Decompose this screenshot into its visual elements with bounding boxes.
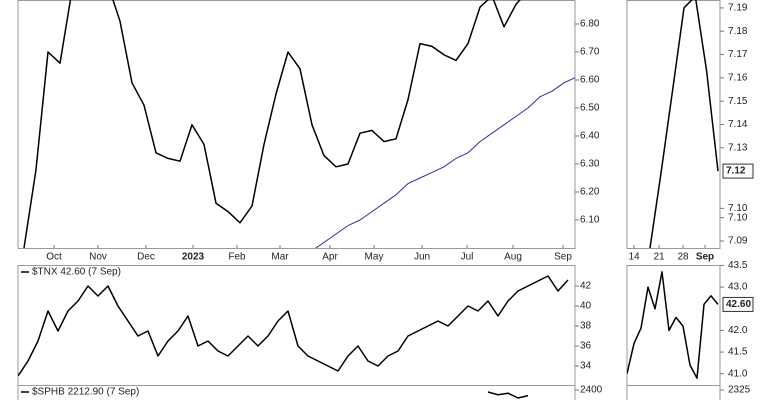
last-value-label: 7.12 [726, 166, 746, 177]
y-tick-label: 42.0 [728, 325, 748, 336]
panel-frame [626, 385, 721, 400]
y-tick-label: 7.16 [728, 72, 748, 83]
x-tick-label: Mar [271, 252, 289, 263]
y-tick-label: 6.70 [580, 47, 600, 58]
x-tick-label: 28 [677, 252, 689, 263]
y-tick-label: 36 [580, 341, 592, 352]
y-tick-label: 38 [580, 321, 592, 332]
y-tick-label: 34 [580, 361, 592, 372]
y-tick-label: 6.10 [580, 215, 600, 226]
plot-area [23, 0, 575, 248]
y-tick-label: 40 [580, 301, 592, 312]
x-tick-label: 14 [628, 252, 640, 263]
x-tick-label: 21 [653, 252, 665, 263]
y-tick-label: 6.20 [580, 187, 600, 198]
y-tick-label: 7.17 [728, 49, 748, 60]
plot-area [649, 0, 719, 248]
legend-label: $TNX 42.60 (7 Sep) [32, 267, 121, 278]
y-tick-label: 7.15 [728, 96, 748, 107]
x-tick-label: May [365, 252, 384, 263]
y-tick-label: 43.5 [728, 260, 748, 271]
x-tick-label: Sep [696, 252, 714, 263]
y-tick-label: 2325 [728, 385, 751, 396]
y-tick-label: 6.50 [580, 103, 600, 114]
y-tick-label: 2400 [580, 385, 603, 396]
x-tick-label: Feb [228, 252, 246, 263]
series-line [18, 275, 569, 377]
panel-frame [17, 0, 576, 249]
x-tick-label: Dec [137, 252, 155, 263]
series-line [627, 271, 719, 379]
y-tick-label: 7.19 [728, 3, 748, 14]
y-tick-label: 7.18 [728, 26, 748, 37]
series-line [487, 391, 529, 399]
x-tick-label: Oct [46, 252, 62, 263]
y-tick-label: 42 [580, 281, 592, 292]
last-value-badge [722, 163, 754, 179]
plot-area [627, 271, 719, 379]
y-tick-label: 43.0 [728, 282, 748, 293]
y-tick-label: 6.60 [580, 75, 600, 86]
panel-frame [626, 0, 721, 249]
series-line [649, 0, 719, 248]
y-tick-label: 41.0 [728, 368, 748, 379]
series-line [23, 0, 521, 248]
x-tick-label: Jun [414, 252, 430, 263]
plot-area [487, 391, 529, 399]
y-tick-label: 7.10 [728, 203, 748, 214]
x-tick-label: Sep [554, 252, 572, 263]
x-tick-label: Apr [322, 252, 338, 263]
y-tick-label: 41.5 [728, 347, 748, 358]
y-tick-label: 7.14 [728, 119, 748, 130]
x-tick-label: Jul [461, 252, 474, 263]
legend-label: $SPHB 2212.90 (7 Sep) [32, 387, 139, 398]
x-tick-label: 2023 [182, 252, 205, 263]
y-tick-label: 7.10 [728, 212, 748, 223]
y-tick-label: 6.40 [580, 131, 600, 142]
panel-frame [17, 385, 576, 400]
last-value-badge [722, 296, 754, 312]
y-tick-label: 7.13 [728, 142, 748, 153]
panel-frame [17, 265, 576, 386]
x-tick-label: Aug [504, 252, 522, 263]
x-tick-label: Nov [89, 252, 107, 263]
y-tick-label: 7.09 [728, 236, 748, 247]
y-tick-label: 6.80 [580, 19, 600, 30]
series-line [315, 77, 575, 248]
plot-area [18, 275, 569, 377]
last-value-label: 42.60 [726, 299, 751, 310]
y-tick-label: 6.30 [580, 159, 600, 170]
